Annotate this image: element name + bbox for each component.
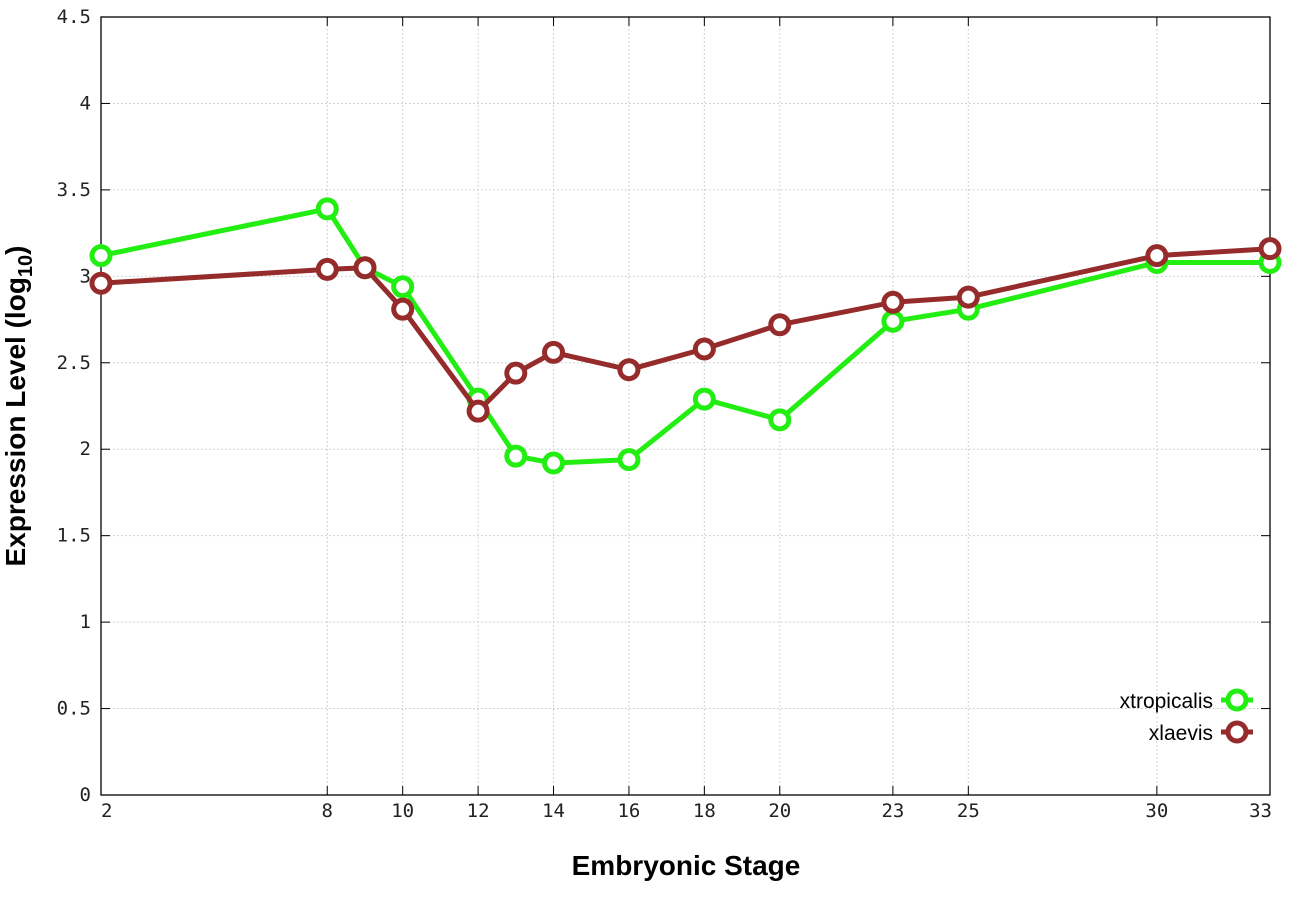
x-tick-label: 16	[617, 800, 640, 822]
data-point-xlaevis	[353, 256, 377, 280]
data-point-xtropicalis	[542, 451, 566, 475]
x-tick-label: 18	[693, 800, 716, 822]
series-line-xlaevis	[100, 246, 1271, 414]
legend-label-xtropicalis: xtropicalis	[1120, 690, 1213, 713]
data-point-xlaevis	[956, 285, 980, 309]
y-tick-label: 1.5	[57, 525, 91, 547]
y-axis-title: Expression Level (log10)	[0, 246, 37, 567]
y-tick-label: 1	[80, 611, 91, 633]
data-point-xtropicalis	[768, 408, 792, 432]
x-tick-label: 20	[768, 800, 791, 822]
x-tick-label: 8	[322, 800, 333, 822]
x-tick-label: 25	[957, 800, 980, 822]
y-tick-label: 0	[80, 784, 91, 806]
y-axis-title-close: )	[0, 246, 31, 255]
data-point-xlaevis	[768, 313, 792, 337]
data-point-xlaevis	[1258, 237, 1282, 261]
data-point-xlaevis	[391, 297, 415, 321]
y-tick-label: 3.5	[57, 179, 91, 201]
y-tick-label: 2	[80, 438, 91, 460]
legend-marker-xlaevis	[1225, 720, 1249, 744]
x-tick-label: 10	[391, 800, 414, 822]
y-tick-label: 4	[80, 92, 91, 114]
data-point-xlaevis	[1145, 244, 1169, 268]
legend: xtropicalis xlaevis	[1120, 688, 1253, 745]
data-point-xlaevis	[504, 361, 528, 385]
y-axis-title-subscript: 10	[15, 255, 37, 277]
data-point-xlaevis	[89, 271, 113, 295]
x-tick-label: 12	[467, 800, 490, 822]
x-tick-label: 14	[542, 800, 565, 822]
plot-frame	[100, 16, 1271, 796]
y-tick-label: 3	[80, 265, 91, 287]
legend-label-xlaevis: xlaevis	[1149, 722, 1213, 745]
data-point-xtropicalis	[89, 244, 113, 268]
data-point-xtropicalis	[692, 387, 716, 411]
data-point-xtropicalis	[315, 197, 339, 221]
x-axis-title: Embryonic Stage	[572, 850, 801, 881]
data-point-xlaevis	[542, 340, 566, 364]
data-point-xtropicalis	[391, 275, 415, 299]
data-point-xlaevis	[692, 337, 716, 361]
x-tick-label: 30	[1145, 800, 1168, 822]
data-point-xtropicalis	[504, 444, 528, 468]
y-axis-title-main: Expression Level (log	[0, 277, 31, 566]
y-tick-label: 2.5	[57, 352, 91, 374]
x-tick-label: 33	[1249, 800, 1272, 822]
data-point-xlaevis	[617, 358, 641, 382]
axis-ticks: 0 0.5 1 1.5 2 2.5 3 3.5 4 4.5 2 8 10 12 14 16 18 20 23 25 30…	[57, 6, 1272, 822]
data-point-xtropicalis	[617, 448, 641, 472]
data-point-xlaevis	[315, 257, 339, 281]
x-tick-label: 23	[881, 800, 904, 822]
series-line-xtropicalis	[100, 206, 1270, 466]
grid-lines	[101, 17, 1270, 795]
data-point-xlaevis	[881, 290, 905, 314]
legend-marker-xtropicalis	[1225, 688, 1249, 712]
x-tick-label: 2	[101, 800, 112, 822]
data-point-xlaevis	[466, 399, 490, 423]
y-tick-label: 4.5	[57, 6, 91, 28]
series-layer	[89, 197, 1282, 475]
y-tick-label: 0.5	[57, 698, 91, 720]
data-point-xtropicalis	[881, 309, 905, 333]
